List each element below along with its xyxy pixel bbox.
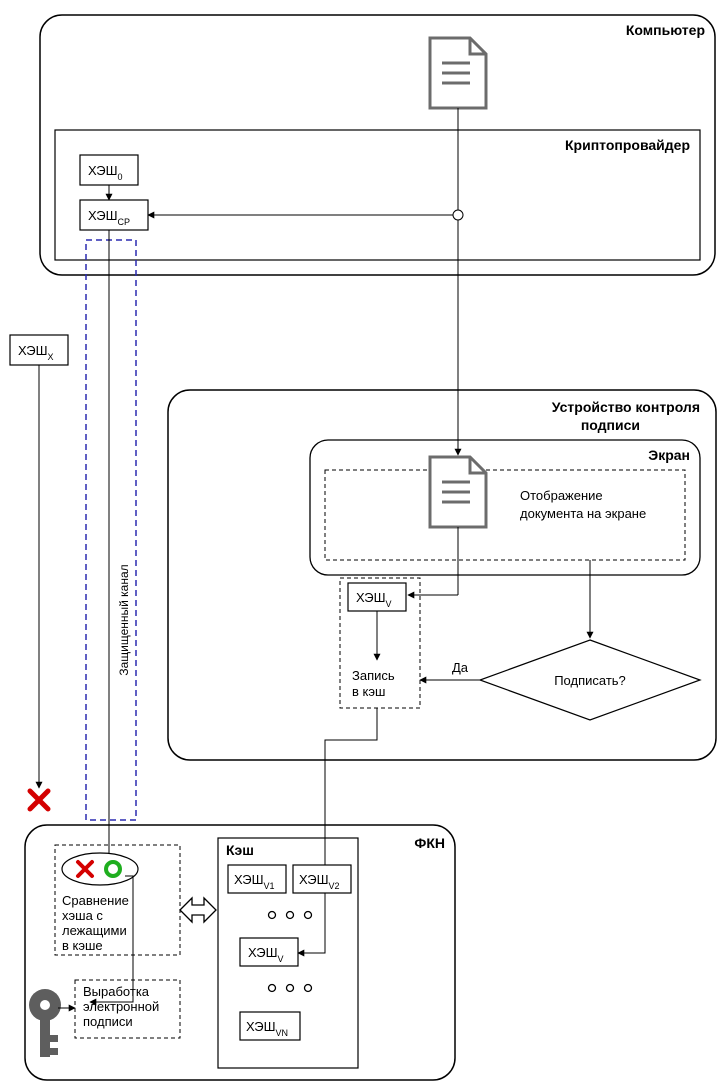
display-text-l2: документа на экране [520,506,646,521]
sign-l3: подписи [83,1014,133,1029]
cache-label: Кэш [226,842,254,858]
decision-yes-label: Да [452,660,469,675]
compare-l2: хэша с [62,908,103,923]
diagram-canvas: Компьютер Криптопровайдер ХЭШ0 ХЭШCP Защ… [0,0,728,1089]
edge-write-to-cache [298,708,377,953]
write-cache-l1: Запись [352,668,395,683]
key-icon [29,989,61,1057]
double-arrow [180,898,216,922]
sign-l1: Выработка [83,984,150,999]
junction-circle [453,210,463,220]
display-text-l1: Отображение [520,488,603,503]
ellipsis-1 [269,912,312,919]
sign-l2: электронной [83,999,159,1014]
compare-l1: Сравнение [62,893,129,908]
secure-channel-box [86,240,136,820]
fkn-label: ФКН [414,835,445,851]
write-cache-l2: в кэш [352,684,385,699]
document-icon [430,38,486,108]
document-icon-screen [430,457,486,527]
compare-ellipse [62,853,138,885]
device-label-l2: подписи [581,417,640,433]
compare-l3: лежащими [62,923,127,938]
ellipsis-2 [269,985,312,992]
computer-label: Компьютер [626,22,705,38]
decision-label: Подписать? [554,673,626,688]
screen-label: Экран [648,447,690,463]
compare-l4: в кэше [62,938,103,953]
cryptoprovider-label: Криптопровайдер [565,137,690,153]
device-label-l1: Устройство контроля [552,399,700,415]
red-x-outer [30,791,48,809]
secure-channel-label: Защищенный канал [117,564,131,675]
